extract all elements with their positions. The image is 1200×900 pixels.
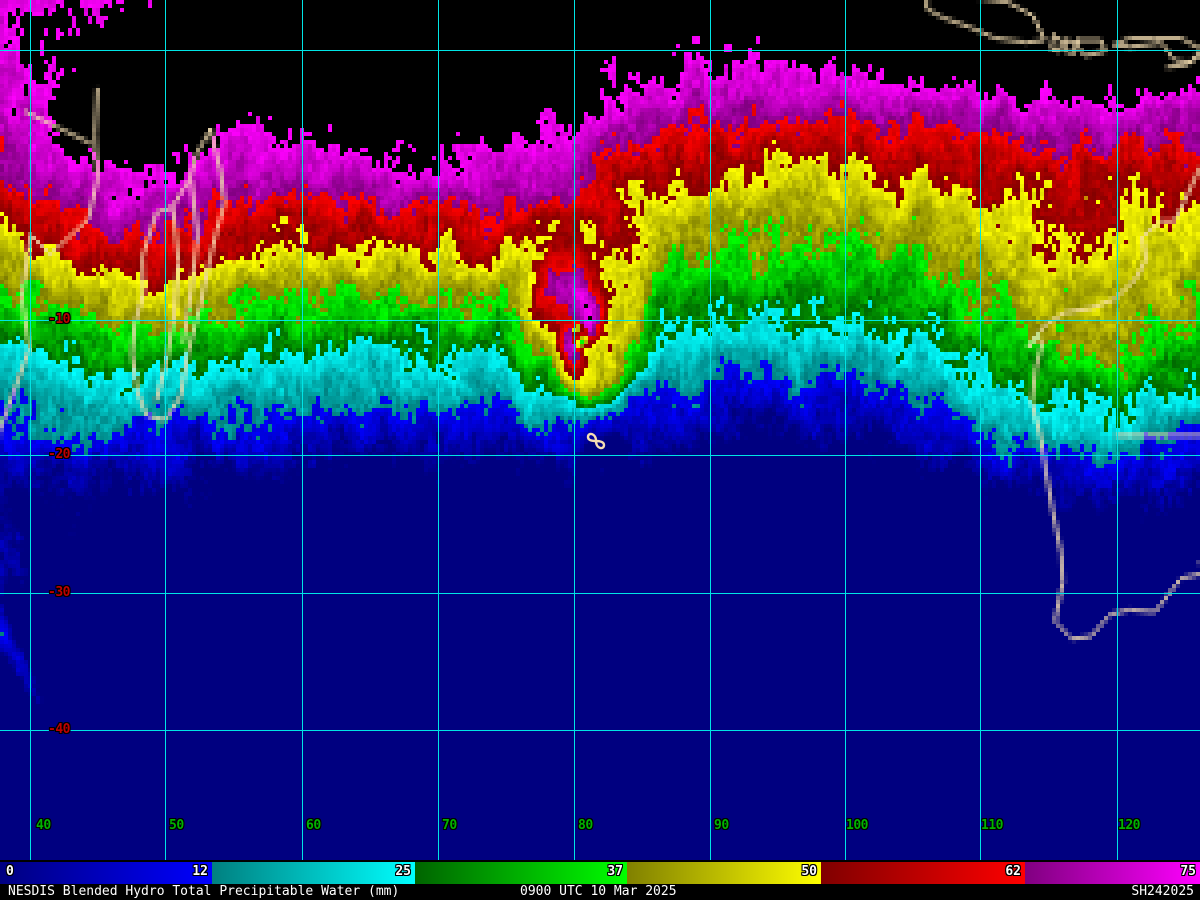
colorbar-tick-37: 37 xyxy=(607,864,623,879)
storm-id-label: SH242025 xyxy=(1131,884,1194,899)
map-panel[interactable]: -10 -20 -30 -40 40 50 60 70 80 90 100 110 120 xyxy=(0,0,1200,860)
colorbar-segment-5: 75 xyxy=(1025,862,1200,884)
colorbar-tick-12: 12 xyxy=(192,864,208,879)
colorbar-segment-4: 62 xyxy=(821,862,1025,884)
colorbar-segment-2: 37 xyxy=(415,862,627,884)
footer-bar: NESDIS Blended Hydro Total Precipitable … xyxy=(0,884,1200,900)
colorbar-segment-1: 25 xyxy=(212,862,415,884)
colorbar-segment-0: 0 12 xyxy=(0,862,212,884)
colorbar-tick-25: 25 xyxy=(395,864,411,879)
colorbar-segment-3: 50 xyxy=(627,862,821,884)
colorbar-tick-50: 50 xyxy=(801,864,817,879)
timestamp-label: 0900 UTC 10 Mar 2025 xyxy=(520,884,677,899)
colorbar-tick-62: 62 xyxy=(1005,864,1021,879)
colorbar: 0 12 25 37 50 62 75 xyxy=(0,862,1200,884)
precipitable-water-field xyxy=(0,0,1200,860)
product-title: NESDIS Blended Hydro Total Precipitable … xyxy=(8,884,400,899)
colorbar-tick-min: 0 xyxy=(6,864,14,879)
colorbar-tick-75: 75 xyxy=(1180,864,1196,879)
